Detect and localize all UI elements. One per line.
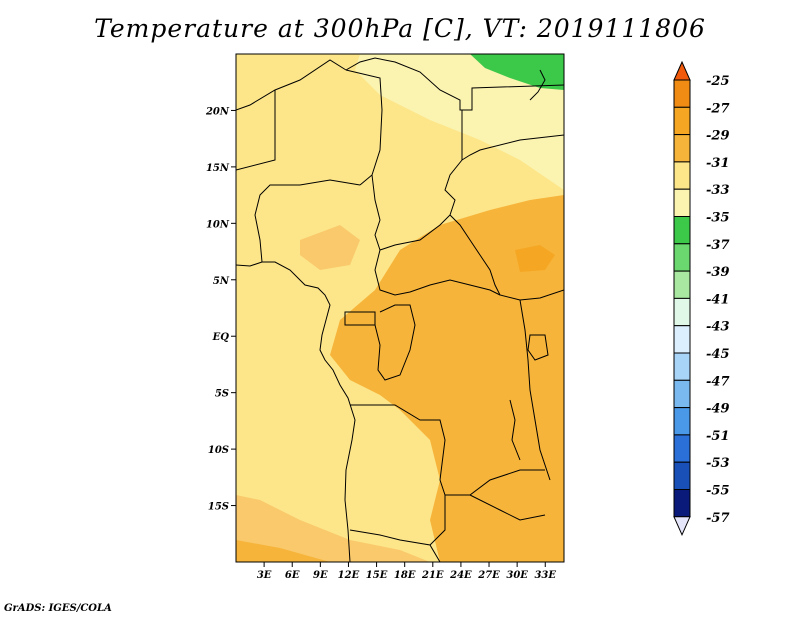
lon-tick-label: 9E xyxy=(313,570,328,581)
colorbar-swatch xyxy=(673,188,691,217)
colorbar-label: -47 xyxy=(706,374,730,389)
colorbar-swatch xyxy=(673,134,691,163)
lat-tick-label: EQ xyxy=(212,332,230,343)
lat-tick-label: 15S xyxy=(208,502,229,513)
colorbar: -25 -27 -29 -31 -33 -35 -37 -39 -41 -43 -45 -47 -49 -… xyxy=(673,60,730,537)
lon-tick-label: 30E xyxy=(506,570,528,581)
lon-tick-label: 24E xyxy=(449,570,472,581)
colorbar-swatch xyxy=(673,352,691,381)
map-frame xyxy=(235,53,565,563)
colorbar-label: -51 xyxy=(706,429,730,444)
field-green-north xyxy=(470,54,564,90)
colorbar-label: -25 xyxy=(706,74,730,89)
colorbar-label: -37 xyxy=(706,238,730,253)
lon-tick-label: 33E xyxy=(534,570,556,581)
colorbar-label: -57 xyxy=(706,511,730,526)
lat-tick-label: 10N xyxy=(206,219,230,230)
colorbar-label: -49 xyxy=(706,402,730,417)
colorbar-label: -29 xyxy=(706,129,730,144)
colorbar-label: -39 xyxy=(706,265,730,280)
colorbar-swatch xyxy=(673,461,691,491)
lon-tick-label: 3E xyxy=(257,570,272,581)
colorbar-swatch xyxy=(673,161,691,190)
colorbar-swatch xyxy=(673,106,691,136)
lon-tick-label: 6E xyxy=(285,570,300,581)
colorbar-label: -41 xyxy=(706,292,730,307)
colorbar-swatch xyxy=(673,325,691,354)
lon-tick-label: 27E xyxy=(477,570,500,581)
colorbar-label: -31 xyxy=(706,156,730,171)
colorbar-swatch xyxy=(673,216,691,245)
colorbar-label: -45 xyxy=(706,347,730,362)
country-borders xyxy=(236,57,564,562)
lon-tick-label: 18E xyxy=(394,570,416,581)
colorbar-swatch xyxy=(673,379,691,409)
field-pale-north xyxy=(355,54,564,190)
colorbar-swatch xyxy=(673,434,691,463)
field-orange-central xyxy=(330,195,564,562)
chart-title: Temperature at 300hPa [C], VT: 201911180… xyxy=(94,14,706,43)
lat-tick-label: 15N xyxy=(206,163,230,174)
lon-tick-label: 12E xyxy=(338,570,360,581)
lon-tick-label: 21E xyxy=(421,570,444,581)
lon-tick-label: 15E xyxy=(366,570,388,581)
field-orange-patch-north xyxy=(300,225,360,270)
colorbar-label: -35 xyxy=(706,211,730,226)
colorbar-swatch xyxy=(673,270,691,299)
colorbar-label: -43 xyxy=(706,320,730,335)
field-orange-southwest xyxy=(236,495,430,562)
latitude-ticks: 20N 15N 10N 5N EQ 5S 10S 15S xyxy=(205,106,236,513)
colorbar-top-arrow xyxy=(673,60,691,81)
colorbar-label: -33 xyxy=(706,183,730,198)
longitude-ticks: 3E 6E 9E 12E 15E 18E 21E 24E 27E 30E 33E xyxy=(257,562,556,581)
colorbar-label: -53 xyxy=(706,456,730,471)
colorbar-bottom-arrow xyxy=(673,516,691,537)
colorbar-label: -27 xyxy=(706,101,730,116)
map-fields xyxy=(236,54,564,562)
colorbar-label: -55 xyxy=(706,484,730,499)
lat-tick-label: 20N xyxy=(205,106,230,117)
lat-tick-label: 5S xyxy=(215,389,229,400)
grads-credit: GrADS: IGES/COLA xyxy=(4,603,112,614)
lat-tick-label: 10S xyxy=(208,445,229,456)
colorbar-swatch xyxy=(673,489,691,518)
field-orange-east-patch xyxy=(515,245,555,272)
colorbar-swatch xyxy=(673,79,691,108)
colorbar-swatch xyxy=(673,243,691,272)
colorbar-swatch xyxy=(673,407,691,436)
colorbar-swatch xyxy=(673,297,691,327)
lat-tick-label: 5N xyxy=(213,276,230,287)
field-orange-sw-corner xyxy=(236,540,330,562)
